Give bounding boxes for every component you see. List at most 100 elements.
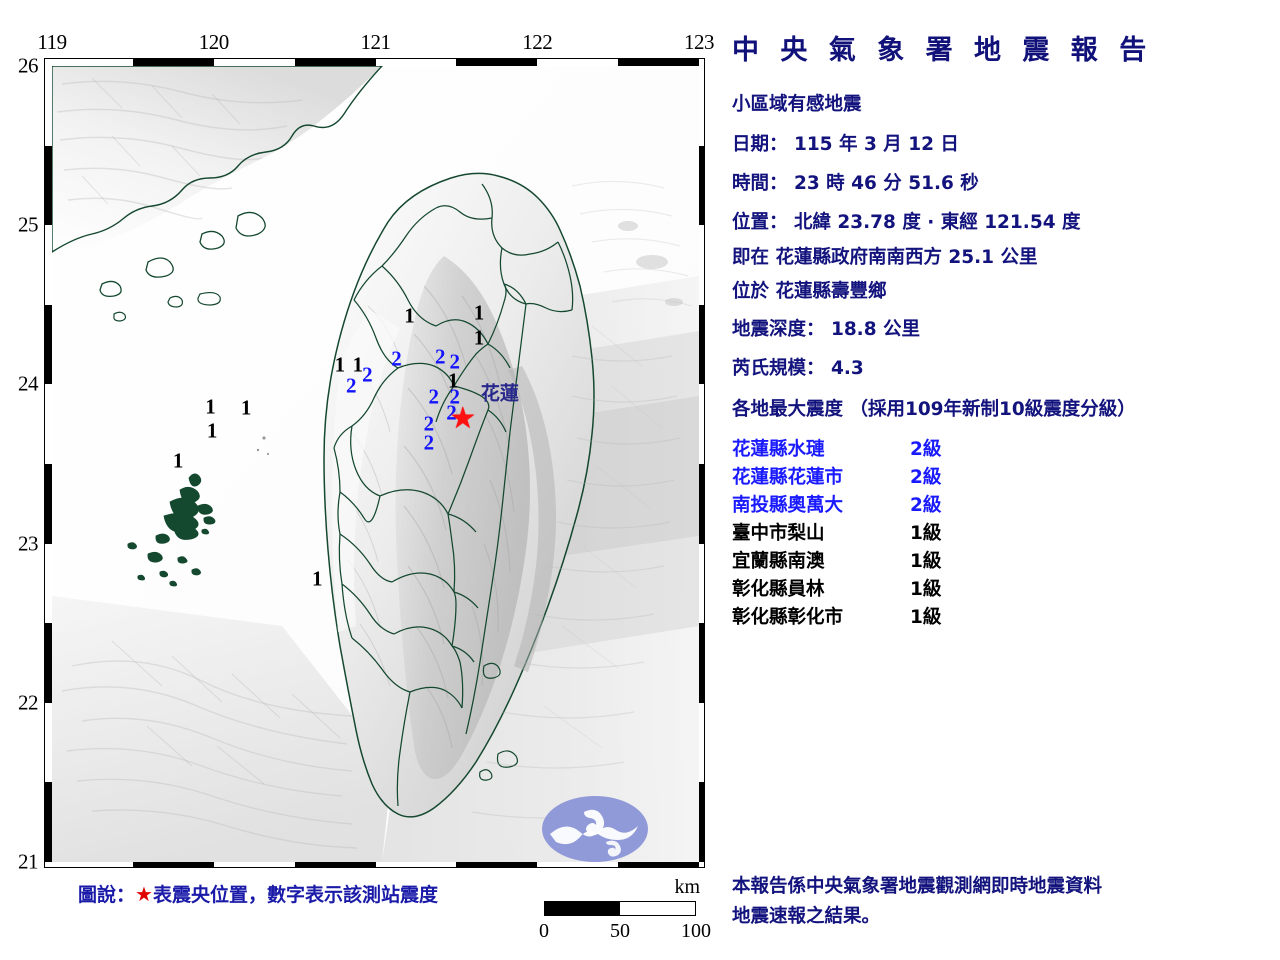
scale-tick-0: 0 [539,920,549,942]
station-row: 彰化縣員林 1級 [732,575,1152,603]
hualien-place-label: 花蓮 [480,382,519,405]
station-row: 南投縣奧萬大 2級 [732,491,1152,519]
intensity-marker-2-19: 2 [423,411,435,436]
station-intensity-level: 2級 [910,467,942,488]
cwa-wave-logo [542,796,648,862]
station-row: 臺中市梨山 1級 [732,519,1152,547]
station-intensity-level: 1級 [910,551,942,572]
intensity-marker-2-20: 2 [423,430,435,455]
intensity-table-header: 各地最大震度 （採用109年新制10級震度分級） [732,399,1136,420]
report-relative-pos: 即在 花蓮縣政府南南西方 25.1 公里 [732,247,1038,268]
caption-prefix: 圖說： [78,884,136,906]
station-row: 彰化縣彰化市 1級 [732,603,1152,631]
station-name: 南投縣奧萬大 [732,495,844,516]
epicenter-star-marker: ★ [449,402,477,436]
caption-star-icon: ★ [135,882,153,906]
ribbon-top-seg [618,59,699,66]
map-legend-caption: 圖說：★表震央位置，數字表示該測站震度 [78,880,438,907]
report-time: 時間： 23 時 46 分 51.6 秒 [732,173,979,194]
footer-line-1: 本報告係中央氣象署地震觀測網即時地震資料 [732,876,1103,897]
intensity-marker-2-17: 2 [449,384,461,409]
ribbon-right-seg [699,782,704,862]
ribbon-left-seg [45,623,52,703]
scale-unit-label: km [674,876,700,898]
report-subtitle: 小區域有感地震 [732,94,862,115]
map-panel: 119 120 121 122 123 26 25 24 23 22 21 [18,30,715,942]
report-magnitude: 芮氏規模： 4.3 [732,358,864,379]
intensity-marker-1-2: 1 [206,418,218,443]
intensity-marker-2-13: 2 [391,346,402,371]
ribbon-top-seg [294,59,376,66]
ribbon-bottom-seg [456,862,538,867]
caption-body: 表震央位置，數字表示該測站震度 [152,884,438,906]
station-name: 臺中市梨山 [732,523,825,544]
intensity-marker-2-15: 2 [449,349,461,374]
ribbon-right-seg [699,464,704,544]
ribbon-right-seg [699,623,704,703]
lat-tick-22: 22 [18,690,39,715]
footer-line-2: 地震速報之結果。 [732,906,881,927]
station-intensity-level: 1級 [910,579,942,600]
ribbon-bottom-seg [132,862,214,867]
station-name: 彰化縣員林 [732,579,825,600]
station-row: 花蓮縣花蓮市 2級 [732,463,1152,491]
lat-tick-24: 24 [18,371,39,396]
intensity-marker-1-7: 1 [404,303,415,328]
report-township: 位於 花蓮縣壽豐鄉 [732,281,887,302]
station-intensity-level: 2級 [910,439,942,460]
report-location: 位置： 北緯 23.78 度 · 東經 121.54 度 [732,212,1081,233]
lat-tick-23: 23 [18,531,39,556]
scale-tick-50: 50 [610,920,630,942]
station-intensity-table: 花蓮縣水璉 2級 花蓮縣花蓮市 2級 南投縣奧萬大 2級 臺中市梨山 1級 宜蘭縣南澳 1級 彰化縣… [732,435,1152,631]
report-panel: 中 央 氣 象 署 地 震 報 告 小區域有感地震 日期： 115 年 3 月 … [726,0,1280,960]
report-depth: 地震深度： 18.8 公里 [732,319,921,340]
scale-tick-100: 100 [681,920,711,942]
report-footer: 本報告係中央氣象署地震觀測網即時地震資料 地震速報之結果。 [732,872,1102,932]
lon-tick-121: 121 [360,30,392,54]
station-row: 宜蘭縣南澳 1級 [732,547,1152,575]
intensity-marker-2-11: 2 [345,373,357,398]
ribbon-left-seg [45,145,52,226]
report-date: 日期： 115 年 3 月 12 日 [732,134,959,155]
lat-tick-26: 26 [18,53,39,78]
intensity-marker-2-12: 2 [362,362,373,387]
intensity-marker-1-4: 1 [312,566,323,591]
intensity-marker-2-14: 2 [434,344,446,369]
ribbon-bottom-seg [294,862,376,867]
intensity-marker-1-6: 1 [352,352,363,377]
station-name: 彰化縣彰化市 [732,607,844,628]
intensity-marker-2-16: 2 [428,384,439,409]
ribbon-left-seg [45,304,52,385]
lon-tick-122: 122 [522,30,553,54]
ribbon-bottom-seg [618,862,699,867]
ribbon-right-seg [699,145,704,226]
intensity-marker-1-3: 1 [240,395,252,420]
lon-tick-119: 119 [37,30,67,54]
terrain-raster [52,66,699,862]
intensity-marker-1-1: 1 [205,394,216,419]
station-intensity-level: 2級 [910,495,942,516]
lon-tick-120: 120 [198,30,230,54]
station-name: 花蓮縣水璉 [732,439,825,460]
lon-tick-123: 123 [684,30,715,54]
ribbon-top-seg [456,59,538,66]
scale-bar-fill [545,902,620,915]
ribbon-left-seg [45,464,52,544]
intensity-marker-1-9: 1 [473,325,485,350]
station-name: 花蓮縣花蓮市 [732,467,844,488]
station-intensity-level: 1級 [910,523,942,544]
station-name: 宜蘭縣南澳 [732,551,825,572]
page-title: 中 央 氣 象 署 地 震 報 告 [732,35,1153,66]
ribbon-left-seg [45,782,52,862]
station-intensity-level: 1級 [910,607,942,628]
station-row: 花蓮縣水璉 2級 [732,435,1152,463]
intensity-marker-1-10: 1 [447,368,459,393]
lat-tick-25: 25 [18,212,39,237]
intensity-marker-2-18: 2 [446,400,457,425]
ribbon-right-seg [699,304,704,385]
intensity-marker-1-5: 1 [334,352,346,377]
intensity-marker-1-8: 1 [473,300,485,325]
